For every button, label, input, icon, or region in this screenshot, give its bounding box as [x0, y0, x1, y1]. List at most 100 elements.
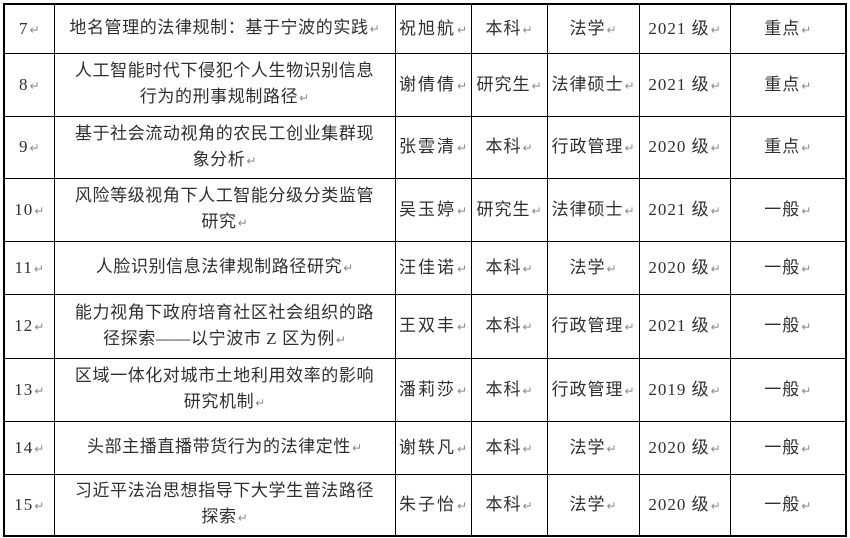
- paragraph-mark-icon: ↵: [522, 141, 533, 156]
- cell-major: 法律硕士↵: [546, 177, 640, 242]
- cell-thesis-title: 能力视角下政府培育社区社会组织的路 径探索——以宁波市 Z 区为例↵: [53, 293, 396, 359]
- cell-student-name: 潘莉莎↵: [394, 357, 472, 422]
- cell-row-number: 8↵: [3, 52, 55, 117]
- cell-thesis-title: 习近平法治思想指导下大学生普法路径 探索↵: [53, 473, 396, 537]
- thesis-title: 区域一体化对城市土地利用效率的影响 研究机制: [74, 366, 375, 411]
- row-number: 11: [14, 257, 33, 277]
- degree-level: 本科: [485, 19, 522, 38]
- degree-level: 研究生: [476, 199, 531, 219]
- thesis-title: 风险等级视角下人工智能分级分类监管 研究: [74, 186, 375, 231]
- cell-priority: 一般↵↵: [729, 177, 847, 242]
- student-name: 谢倩倩: [398, 74, 456, 94]
- priority: 一般: [764, 495, 801, 514]
- cell-thesis-title: 基于社会流动视角的农民工创业集群现 象分析↵: [53, 115, 396, 179]
- paragraph-mark-icon: ↵: [606, 499, 617, 513]
- paragraph-mark-icon: ↵: [33, 261, 44, 276]
- grade-year: 2020 级: [648, 137, 710, 157]
- paragraph-mark-icon: ↵: [237, 511, 248, 526]
- major: 行政管理: [551, 379, 624, 399]
- paragraph-mark-icon: ↵: [624, 78, 635, 93]
- paragraph-mark-icon: ↵: [531, 203, 542, 218]
- paragraph-mark-icon: ↵: [801, 383, 812, 398]
- major: 法学: [569, 19, 606, 38]
- student-name: 王双丰: [398, 316, 456, 336]
- paragraph-mark-icon: ↵: [801, 141, 812, 156]
- paragraph-mark-icon: ↵: [456, 141, 468, 156]
- paragraph-mark-icon: ↵: [522, 23, 533, 37]
- paragraph-mark-icon: ↵: [710, 441, 721, 456]
- thesis-table-body: 7↵ 地名管理的法律规制：基于宁波的实践↵ 祝旭航↵ 本科↵ 法学↵ 2021 …: [3, 3, 847, 537]
- paragraph-mark-icon: ↵: [456, 383, 468, 398]
- paragraph-mark-icon: ↵: [710, 261, 721, 276]
- paragraph-mark-icon: ↵: [531, 78, 542, 93]
- table-row: 8↵ 人工智能时代下侵犯个人生物识别信息 行为的刑事规制路径↵ 谢倩倩↵ 研究生…: [3, 52, 847, 117]
- student-name: 吴玉婷: [398, 199, 456, 219]
- paragraph-mark-icon: ↵: [522, 261, 533, 276]
- paragraph-mark-icon: ↵: [624, 203, 635, 218]
- cell-priority: 重点↵↵: [729, 3, 847, 54]
- cell-degree-level: 本科↵: [470, 240, 548, 295]
- cell-major: 行政管理↵: [546, 293, 640, 359]
- cell-grade-year: 2021 级↵: [638, 3, 731, 54]
- row-number: 12: [14, 316, 34, 336]
- paragraph-mark-icon: ↵: [710, 141, 721, 156]
- table-row: 10↵ 风险等级视角下人工智能分级分类监管 研究↵ 吴玉婷↵ 研究生↵ 法律硕士…: [3, 177, 847, 242]
- cell-major: 法律硕士↵: [546, 52, 640, 117]
- paragraph-mark-icon: ↵: [606, 261, 617, 276]
- cell-thesis-title: 头部主播直播带货行为的法律定性↵: [53, 420, 396, 475]
- row-number: 14: [14, 437, 34, 457]
- major: 法学: [569, 257, 606, 277]
- cell-thesis-title: 人脸识别信息法律规制路径研究↵: [53, 240, 396, 295]
- thesis-title: 地名管理的法律规制：基于宁波的实践: [69, 18, 369, 38]
- paragraph-mark-icon: ↵: [801, 78, 812, 93]
- student-name: 潘莉莎: [398, 379, 456, 399]
- paragraph-mark-icon: ↵: [522, 441, 533, 456]
- paragraph-mark-icon: ↵: [522, 499, 533, 513]
- cell-priority: 一般↵↵: [729, 293, 847, 359]
- paragraph-mark-icon: ↵: [29, 141, 40, 156]
- student-name: 祝旭航: [398, 19, 456, 38]
- grade-year: 2020 级: [648, 437, 710, 457]
- priority: 重点: [764, 19, 801, 38]
- cell-student-name: 祝旭航↵: [394, 3, 472, 54]
- row-number: 7: [18, 19, 29, 38]
- cell-thesis-title: 区域一体化对城市土地利用效率的影响 研究机制↵: [53, 357, 396, 422]
- paragraph-mark-icon: ↵: [801, 441, 812, 456]
- cell-grade-year: 2021 级↵: [638, 293, 731, 359]
- cell-degree-level: 本科↵: [470, 420, 548, 475]
- cell-thesis-title: 风险等级视角下人工智能分级分类监管 研究↵: [53, 177, 396, 242]
- paragraph-mark-icon: ↵: [801, 23, 812, 37]
- cell-student-name: 张雲清↵: [394, 115, 472, 179]
- student-name: 汪佳诺: [398, 257, 456, 277]
- cell-degree-level: 本科↵: [470, 115, 548, 179]
- row-number: 13: [14, 379, 34, 399]
- cell-degree-level: 研究生↵: [470, 52, 548, 117]
- thesis-table: 7↵ 地名管理的法律规制：基于宁波的实践↵ 祝旭航↵ 本科↵ 法学↵ 2021 …: [3, 3, 847, 537]
- student-name: 谢轶凡: [398, 437, 456, 457]
- degree-level: 研究生: [476, 74, 531, 94]
- cell-degree-level: 本科↵: [470, 357, 548, 422]
- thesis-title: 人脸识别信息法律规制路径研究: [95, 257, 343, 276]
- paragraph-mark-icon: ↵: [710, 320, 721, 335]
- cell-thesis-title: 人工智能时代下侵犯个人生物识别信息 行为的刑事规制路径↵: [53, 52, 396, 117]
- row-number: 8: [18, 74, 29, 94]
- cell-grade-year: 2020 级↵: [638, 240, 731, 295]
- degree-level: 本科: [485, 379, 522, 399]
- paragraph-mark-icon: ↵: [710, 78, 721, 93]
- grade-year: 2021 级: [648, 316, 710, 336]
- table-row: 14↵ 头部主播直播带货行为的法律定性↵ 谢轶凡↵ 本科↵ 法学↵ 2020 级…: [3, 420, 847, 475]
- table-row: 9↵ 基于社会流动视角的农民工创业集群现 象分析↵ 张雲清↵ 本科↵ 行政管理↵…: [3, 115, 847, 179]
- paragraph-mark-icon: ↵: [34, 499, 45, 513]
- cell-row-number: 14↵: [3, 420, 55, 475]
- priority: 重点: [764, 74, 801, 94]
- priority: 一般: [764, 437, 801, 457]
- paragraph-mark-icon: ↵: [522, 383, 533, 398]
- paragraph-mark-icon: ↵: [335, 332, 346, 347]
- paragraph-mark-icon: ↵: [710, 499, 721, 513]
- paragraph-mark-icon: ↵: [246, 153, 257, 168]
- paragraph-mark-icon: ↵: [34, 441, 45, 456]
- paragraph-mark-icon: ↵: [456, 203, 468, 218]
- priority: 一般: [764, 257, 801, 277]
- grade-year: 2019 级: [648, 379, 710, 399]
